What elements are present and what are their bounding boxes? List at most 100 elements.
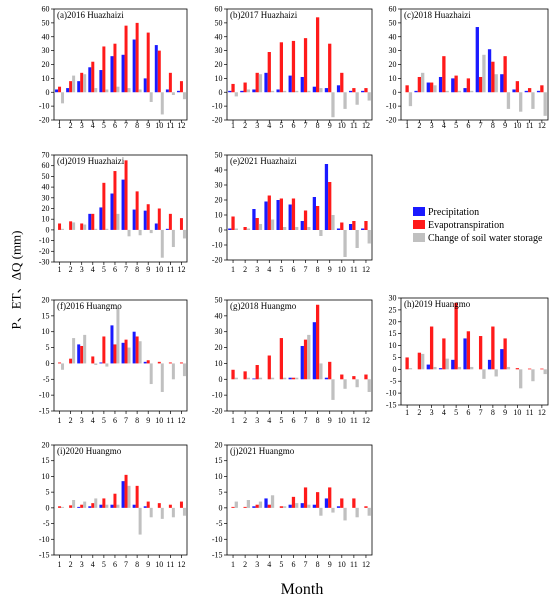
x-tick-label: 6	[291, 560, 295, 569]
x-tick-label: 1	[405, 121, 409, 130]
panel-frame	[226, 444, 373, 556]
y-tick-label: -15	[212, 551, 223, 560]
bar-soil-water-change	[355, 92, 359, 105]
y-tick-label: 0	[393, 365, 397, 374]
panel-frame	[53, 154, 188, 263]
y-tick-label: 50	[42, 18, 50, 27]
y-tick-label: 20	[42, 60, 50, 69]
bar-evapotranspiration	[102, 46, 106, 93]
y-tick-label: -10	[212, 391, 223, 400]
y-tick-label: 0	[219, 375, 223, 384]
y-tick-label: 60	[42, 5, 50, 14]
panel-frame	[226, 154, 373, 261]
bar-soil-water-change	[72, 500, 76, 508]
bar-evapotranspiration	[231, 83, 235, 93]
bar-soil-water-change	[149, 507, 153, 518]
bar-evapotranspiration	[179, 362, 183, 364]
bar-evapotranspiration	[124, 474, 128, 508]
y-tick-label: 10	[42, 327, 50, 336]
bar-precipitation	[143, 506, 147, 508]
bar-precipitation	[512, 89, 516, 93]
bar-precipitation	[143, 78, 147, 93]
bar-soil-water-change	[283, 90, 287, 93]
bar-soil-water-change	[127, 229, 131, 237]
x-tick-label: 3	[430, 408, 434, 417]
bar-evapotranspiration	[135, 336, 139, 364]
bar-precipitation	[165, 89, 169, 93]
bar-precipitation	[300, 76, 304, 93]
panel-frame	[400, 8, 549, 121]
y-tick-label: 10	[215, 211, 223, 220]
bar-evapotranspiration	[231, 369, 235, 380]
bar-evapotranspiration	[157, 50, 161, 93]
y-tick-label: 5	[219, 488, 223, 497]
bar-evapotranspiration	[291, 496, 296, 508]
x-tick-label: 6	[466, 121, 470, 130]
bar-soil-water-change	[307, 227, 311, 230]
bar-soil-water-change	[138, 507, 142, 535]
panel-title: (a)2016 Huazhaizi	[57, 10, 124, 20]
x-tick-label: 9	[503, 408, 507, 417]
bar-precipitation	[252, 506, 256, 508]
bar-soil-water-change	[331, 507, 335, 513]
y-tick-label: 20	[42, 204, 50, 213]
bar-evapotranspiration	[124, 339, 128, 364]
y-tick-label: 60	[42, 161, 50, 170]
bar-soil-water-change	[116, 504, 120, 508]
bar-evapotranspiration	[352, 376, 356, 380]
y-tick-label: 0	[219, 503, 223, 512]
bar-soil-water-change	[367, 507, 371, 516]
bar-precipitation	[110, 193, 114, 230]
bar-precipitation	[77, 81, 81, 93]
y-tick-label: 30	[215, 181, 223, 190]
bar-evapotranspiration	[102, 182, 106, 230]
bar-soil-water-change	[331, 215, 335, 230]
y-tick-label: 30	[215, 46, 223, 55]
x-tick-label: 9	[503, 121, 507, 130]
bar-soil-water-change	[445, 358, 449, 370]
y-tick-label: 30	[42, 193, 50, 202]
x-tick-label: 12	[538, 408, 546, 417]
x-tick-label: 1	[231, 416, 235, 425]
bar-evapotranspiration	[442, 56, 446, 93]
bar-evapotranspiration	[315, 492, 320, 508]
x-tick-label: 9	[146, 560, 150, 569]
y-tick-label: -10	[39, 102, 50, 111]
x-tick-label: 7	[124, 416, 128, 425]
x-tick-label: 9	[146, 416, 150, 425]
x-tick-label: 6	[113, 560, 117, 569]
bar-soil-water-change	[149, 92, 153, 102]
y-tick-label: 10	[42, 74, 50, 83]
bar-precipitation	[475, 27, 479, 93]
bar-evapotranspiration	[255, 218, 259, 230]
bar-soil-water-change	[105, 363, 109, 367]
bar-soil-water-change	[171, 92, 175, 96]
bar-precipitation	[132, 331, 136, 364]
bar-soil-water-change	[445, 90, 449, 93]
y-tick-label: 60	[215, 5, 223, 14]
legend-label-precipitation: Precipitation	[428, 207, 479, 218]
x-tick-label: 2	[417, 121, 421, 130]
y-axis-label: P、ET、ΔQ (mm)	[9, 231, 24, 330]
bar-evapotranspiration	[146, 32, 150, 93]
x-tick-label: 5	[279, 560, 283, 569]
x-tick-label: 7	[304, 560, 308, 569]
bar-precipitation	[264, 72, 268, 93]
bar-precipitation	[121, 179, 125, 230]
x-tick-label: 8	[135, 416, 139, 425]
bar-soil-water-change	[182, 92, 186, 100]
x-tick-label: 12	[177, 121, 185, 130]
bar-soil-water-change	[160, 229, 164, 258]
bar-soil-water-change	[283, 506, 287, 508]
y-tick-label: 10	[389, 74, 397, 83]
bar-evapotranspiration	[267, 195, 271, 230]
x-tick-label: 2	[243, 416, 247, 425]
y-tick-label: 5	[46, 343, 50, 352]
bar-evapotranspiration	[124, 160, 128, 230]
y-tick-label: -20	[39, 247, 50, 256]
bar-precipitation	[426, 82, 430, 93]
